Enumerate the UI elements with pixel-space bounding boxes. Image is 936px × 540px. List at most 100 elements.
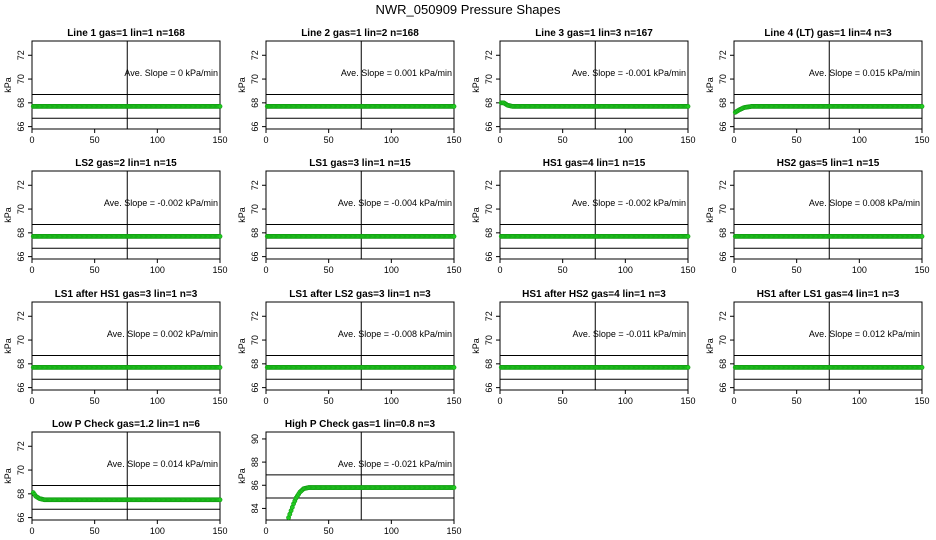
chart-panel: High P Check gas=1 lin=0.8 n=3 0 50 100 150 8… <box>237 419 462 536</box>
data-series <box>732 365 925 370</box>
x-tick-label: 50 <box>558 265 568 275</box>
y-axis-label: kPa <box>705 207 715 223</box>
y-tick-label: 72 <box>250 311 260 321</box>
x-tick-label: 100 <box>852 396 867 406</box>
x-tick-label: 50 <box>90 396 100 406</box>
x-tick-label: 150 <box>212 135 227 145</box>
y-tick-label: 66 <box>250 383 260 393</box>
slope-annotation: Ave. Slope = -0.011 kPa/min <box>573 329 686 339</box>
slope-annotation: Ave. Slope = 0.001 kPa/min <box>341 68 452 78</box>
plot-frame <box>31 431 221 521</box>
x-tick-label: 100 <box>150 265 165 275</box>
y-tick-label: 68 <box>484 359 494 369</box>
y-tick-label: 70 <box>718 74 728 84</box>
data-point <box>685 104 691 109</box>
y-tick-label: 72 <box>250 180 260 190</box>
y-tick-label: 68 <box>16 98 26 108</box>
x-tick-label: 150 <box>914 396 929 406</box>
y-tick-label: 84 <box>250 503 260 513</box>
y-tick-label: 70 <box>250 204 260 214</box>
y-axis-label: kPa <box>705 77 715 93</box>
x-tick-label: 100 <box>150 135 165 145</box>
x-tick-label: 0 <box>731 396 736 406</box>
data-point <box>685 234 691 239</box>
x-tick-label: 0 <box>29 526 34 536</box>
plot-frame <box>265 40 455 130</box>
x-tick-label: 100 <box>618 265 633 275</box>
y-tick-label: 66 <box>484 122 494 132</box>
y-tick-label: 72 <box>250 50 260 60</box>
y-axis-label: kPa <box>237 207 247 223</box>
chart-panel: HS1 after LS1 gas=4 lin=1 n=3 0 50 100 150 66… <box>705 289 930 406</box>
slope-annotation: Ave. Slope = 0.002 kPa/min <box>107 329 218 339</box>
panel-title: LS1 after HS1 gas=3 lin=1 n=3 <box>55 289 198 300</box>
y-tick-label: 68 <box>484 228 494 238</box>
slope-annotation: Ave. Slope = 0.014 kPa/min <box>107 459 218 469</box>
x-tick-label: 0 <box>29 265 34 275</box>
y-tick-label: 72 <box>16 50 26 60</box>
y-tick-label: 70 <box>16 204 26 214</box>
x-tick-label: 0 <box>263 396 268 406</box>
data-series <box>30 365 223 370</box>
data-series <box>264 104 457 109</box>
x-tick-label: 0 <box>263 135 268 145</box>
slope-annotation: Ave. Slope = 0.012 kPa/min <box>809 329 920 339</box>
y-axis-label: kPa <box>471 77 481 93</box>
plot-frame <box>265 301 455 391</box>
plot-frame <box>31 170 221 260</box>
chart-panel: LS2 gas=2 lin=1 n=15 0 50 100 150 66 68 70 72 kPa… <box>3 158 228 275</box>
x-tick-label: 50 <box>558 135 568 145</box>
y-tick-label: 72 <box>718 50 728 60</box>
x-tick-label: 100 <box>618 135 633 145</box>
data-series <box>498 365 691 370</box>
chart-panel: LS1 after LS2 gas=3 lin=1 n=3 0 50 100 150 66… <box>237 289 462 406</box>
x-tick-label: 150 <box>446 526 461 536</box>
y-tick-label: 66 <box>16 252 26 262</box>
panel-title: Line 1 gas=1 lin=1 n=168 <box>67 28 185 39</box>
plot-frame <box>265 431 455 521</box>
x-tick-label: 100 <box>384 526 399 536</box>
panel-title: HS1 after HS2 gas=4 lin=1 n=3 <box>522 289 666 300</box>
x-tick-label: 100 <box>150 526 165 536</box>
y-tick-label: 70 <box>484 204 494 214</box>
data-series <box>30 234 223 239</box>
chart-panel: HS2 gas=5 lin=1 n=15 0 50 100 150 66 68 70 72 kPa… <box>705 158 930 275</box>
y-tick-label: 66 <box>250 122 260 132</box>
data-point <box>685 365 691 370</box>
plot-frame <box>499 40 689 130</box>
plot-frame <box>31 40 221 130</box>
slope-annotation: Ave. Slope = -0.002 kPa/min <box>104 198 218 208</box>
y-tick-label: 66 <box>484 383 494 393</box>
data-point <box>451 365 457 370</box>
panel-title: Low P Check gas=1.2 lin=1 n=6 <box>52 419 200 430</box>
y-tick-label: 68 <box>484 98 494 108</box>
x-tick-label: 150 <box>446 396 461 406</box>
data-series <box>498 234 691 239</box>
y-tick-label: 70 <box>16 74 26 84</box>
chart-panel: Line 4 (LT) gas=1 lin=4 n=3 0 50 100 150 66 68… <box>705 28 930 145</box>
y-tick-label: 72 <box>718 311 728 321</box>
x-tick-label: 50 <box>558 396 568 406</box>
data-point <box>217 497 223 503</box>
y-tick-label: 68 <box>718 359 728 369</box>
plot-frame <box>31 301 221 391</box>
panel-title: Line 3 gas=1 lin=3 n=167 <box>535 28 653 39</box>
x-tick-label: 0 <box>29 135 34 145</box>
chart-panel: HS1 after HS2 gas=4 lin=1 n=3 0 50 100 150 66… <box>471 289 696 406</box>
data-series <box>264 365 457 370</box>
y-tick-label: 66 <box>718 383 728 393</box>
data-series <box>732 234 925 239</box>
y-tick-label: 72 <box>16 180 26 190</box>
panel-title: Line 2 gas=1 lin=2 n=168 <box>301 28 419 39</box>
x-tick-label: 100 <box>150 396 165 406</box>
x-tick-label: 0 <box>263 265 268 275</box>
y-tick-label: 70 <box>484 74 494 84</box>
chart-panel: HS1 gas=4 lin=1 n=15 0 50 100 150 66 68 70 72 kPa… <box>471 158 696 275</box>
x-tick-label: 150 <box>680 265 695 275</box>
y-axis-label: kPa <box>237 338 247 354</box>
panel-title: Line 4 (LT) gas=1 lin=4 n=3 <box>764 28 892 39</box>
slope-annotation: Ave. Slope = 0.008 kPa/min <box>809 198 920 208</box>
y-tick-label: 72 <box>16 311 26 321</box>
data-point <box>919 104 925 109</box>
y-tick-label: 70 <box>718 335 728 345</box>
